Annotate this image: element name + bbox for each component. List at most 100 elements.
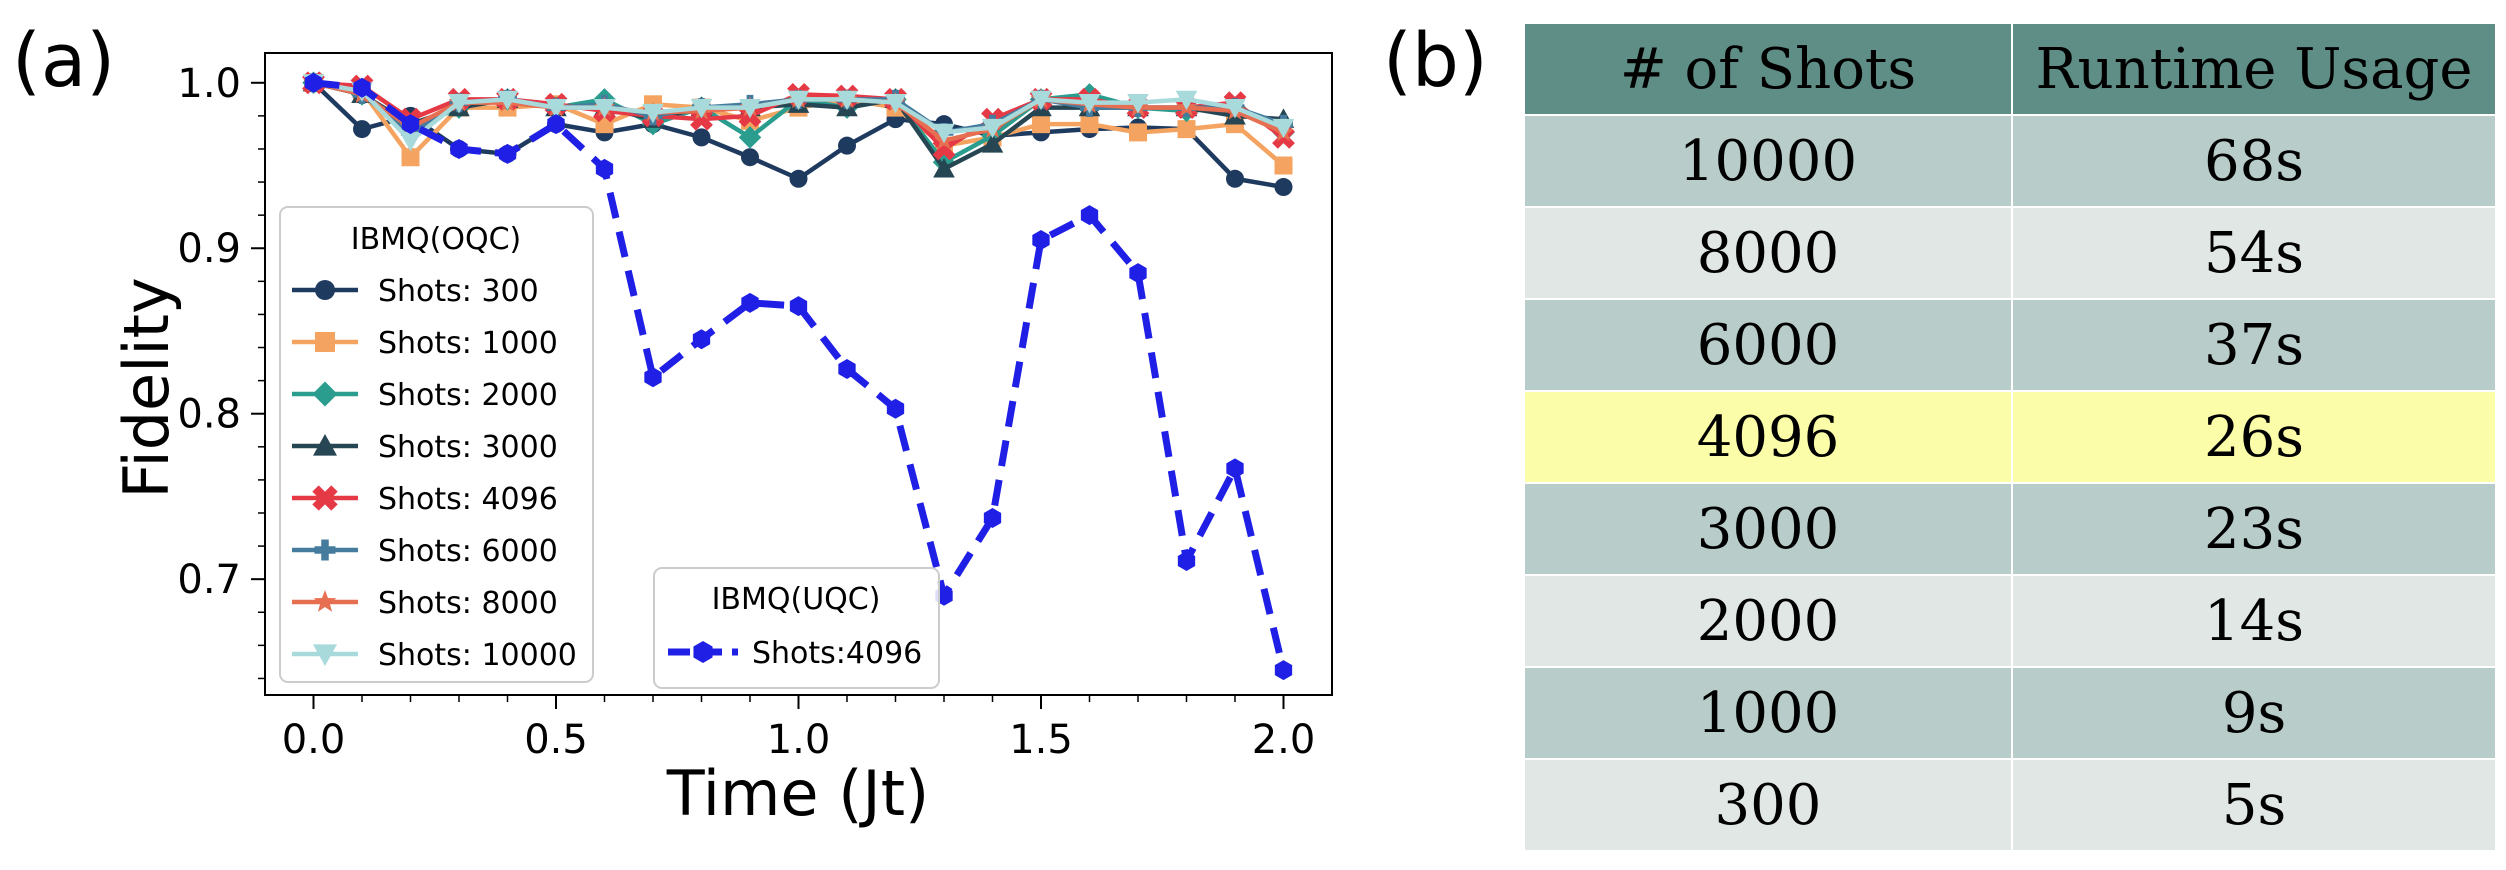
data-point	[836, 90, 858, 111]
legend-entry-label: Shots: 4096	[378, 482, 558, 517]
legend-oqc: IBMQ(OQC) Shots: 300 Shots: 1000 Shots: 200…	[279, 206, 594, 683]
legend-entry-label: Shots: 6000	[378, 534, 558, 569]
data-point	[692, 128, 711, 147]
panel-label-a: (a)	[12, 18, 116, 104]
data-point	[1080, 205, 1099, 226]
data-point	[1078, 93, 1101, 114]
cell-runtime: 5s	[2012, 759, 2497, 852]
data-point	[1127, 93, 1149, 114]
data-point	[981, 133, 1004, 153]
data-point	[1274, 178, 1293, 197]
legend-entry-label: Shots: 2000	[378, 378, 558, 413]
data-point	[448, 93, 470, 114]
x-tick-label: 0.0	[282, 717, 346, 763]
legend-swatch-marker	[313, 434, 337, 456]
data-point	[933, 158, 955, 178]
y-tick-label: 0.9	[177, 226, 241, 272]
cell-runtime: 68s	[2012, 115, 2497, 208]
data-point	[692, 329, 711, 350]
data-point	[933, 123, 955, 144]
table-row: 1000 9s	[1525, 667, 2497, 760]
data-point	[353, 77, 371, 98]
y-axis-label: Fidelity	[110, 277, 183, 498]
cell-runtime: 14s	[2012, 575, 2497, 668]
data-point	[738, 126, 762, 149]
data-point	[401, 148, 420, 167]
data-point	[1030, 90, 1052, 111]
data-point	[690, 98, 713, 119]
legend-entry-label: Shots: 8000	[378, 586, 558, 621]
data-point	[1272, 118, 1295, 139]
data-point	[1274, 156, 1293, 175]
cell-shots: 10000	[1525, 115, 2013, 208]
data-point	[1226, 169, 1244, 188]
cell-shots: 1000	[1525, 667, 2013, 760]
data-point	[981, 118, 1004, 139]
x-axis-label: Time (Jt)	[666, 757, 929, 830]
cell-shots: 6000	[1525, 299, 2013, 392]
header-shots: # of Shots	[1525, 24, 2013, 116]
data-point	[884, 93, 907, 114]
data-point	[1032, 115, 1050, 134]
legend-swatch-marker	[313, 590, 337, 612]
cell-runtime: 26s	[2012, 391, 2497, 484]
table-row: 300 5s	[1525, 759, 2497, 852]
data-point	[932, 137, 956, 161]
cell-shots: 4096	[1525, 391, 2013, 484]
data-point	[1177, 550, 1196, 571]
legend-swatch-marker	[315, 280, 335, 300]
table-row-highlighted: 4096 26s	[1525, 391, 2497, 484]
data-point	[1224, 98, 1246, 119]
legend-swatch-marker	[313, 644, 337, 666]
data-point	[1129, 263, 1147, 284]
data-point	[545, 98, 567, 119]
data-point	[304, 72, 323, 93]
legend-entry-label: Shots: 10000	[378, 638, 577, 673]
table-row: 3000 23s	[1525, 483, 2497, 576]
data-point	[496, 90, 519, 111]
data-point	[450, 138, 468, 159]
cell-shots: 300	[1525, 759, 2013, 852]
legend-oqc-title: IBMQ(OQC)	[351, 222, 522, 257]
data-point	[838, 359, 856, 380]
legend-oqc-frame	[279, 206, 594, 683]
cell-runtime: 37s	[2012, 299, 2497, 392]
legend-swatch-marker	[312, 485, 338, 511]
data-point	[741, 292, 759, 313]
data-point	[838, 136, 856, 155]
x-tick-label: 1.5	[1009, 717, 1073, 763]
data-point	[690, 107, 713, 131]
data-point	[353, 120, 371, 139]
legend-uqc: IBMQ(UQC) Shots:4096	[653, 567, 940, 689]
cell-runtime: 23s	[2012, 483, 2497, 576]
data-point	[983, 507, 1002, 528]
table-row: 2000 14s	[1525, 575, 2497, 668]
legend-swatch-marker	[314, 539, 336, 561]
cell-runtime: 54s	[2012, 207, 2497, 300]
cell-runtime: 9s	[2012, 667, 2497, 760]
data-point	[739, 98, 761, 119]
series-layer	[302, 71, 1295, 681]
panel-label-b: (b)	[1383, 18, 1488, 104]
cell-shots: 2000	[1525, 575, 2013, 668]
legend-swatch-marker	[693, 641, 713, 663]
legend-entry-label: Shots: 300	[378, 274, 539, 309]
runtime-table: # of Shots Runtime Usage 10000 68s 8000 …	[1525, 24, 2497, 852]
legend-swatch-marker	[312, 381, 338, 407]
runtime-table-container: # of Shots Runtime Usage 10000 68s 8000 …	[1525, 24, 2497, 852]
data-point	[642, 103, 664, 124]
axis-ticks: 0.0 0.5 1.0 1.5 2.0 0.7 0.8 0.9 1.0	[177, 61, 1315, 763]
data-point	[593, 98, 616, 119]
cell-shots: 8000	[1525, 207, 2013, 300]
x-tick-label: 1.0	[767, 717, 831, 763]
table-row: 10000 68s	[1525, 115, 2497, 208]
table-row: 8000 54s	[1525, 207, 2497, 300]
legend-entry-label: Shots: 3000	[378, 430, 558, 465]
series-shots-4096	[304, 72, 1293, 681]
data-point	[399, 132, 422, 152]
table-header-row: # of Shots Runtime Usage	[1525, 24, 2497, 116]
x-tick-label: 0.5	[524, 717, 588, 763]
data-point	[1032, 229, 1050, 250]
data-point	[787, 90, 810, 111]
